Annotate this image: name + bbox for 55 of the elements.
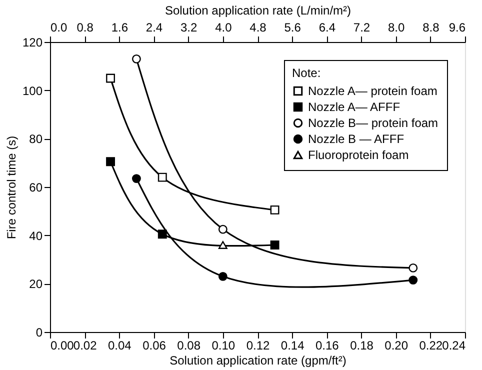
x-tick-label: 0.18: [350, 338, 374, 352]
x-tick-label: 0.14: [280, 338, 305, 352]
point: [106, 157, 115, 166]
point: [218, 224, 228, 234]
x2-tick-label: 6.4: [318, 20, 336, 34]
x2-tick-label: 1.6: [111, 20, 128, 34]
point: [106, 74, 115, 83]
point: [132, 174, 141, 184]
x-tick-label: 0.24: [442, 338, 466, 352]
x-tick-label: 0.08: [177, 338, 201, 352]
legend-label: Nozzle B — AFFF: [308, 132, 404, 146]
legend-label: Nozzle A— protein foam: [308, 84, 438, 98]
point: [408, 263, 418, 272]
legend-title: Note:: [292, 66, 321, 80]
x2-tick-label: 0.0: [50, 20, 68, 34]
x-tick-label: 0.20: [384, 338, 408, 352]
x2-tick-label: 4.8: [250, 20, 267, 34]
point: [270, 240, 280, 250]
y-tick-label: 20: [29, 277, 43, 292]
x2-tick-label: 8.0: [388, 20, 405, 34]
y-axis-title: Fire control time (s): [4, 136, 18, 240]
point: [218, 272, 228, 281]
x2-axis-title: Solution application rate (L/min/m²): [164, 4, 352, 18]
x-tick-label: 0.22: [419, 338, 443, 352]
x2-tick-label: 9.6: [448, 20, 466, 34]
point: [218, 241, 228, 249]
x2-tick-label: 4.0: [215, 20, 232, 34]
x-axis-title: Solution application rate (gpm/ft²): [170, 354, 346, 368]
x-tick-label: 0.12: [246, 338, 270, 352]
point: [270, 205, 280, 214]
x-tick-label: 0.02: [73, 338, 98, 352]
x-tick-label: 0.04: [108, 338, 132, 352]
legend-label: Fluoroprotein foam: [308, 148, 409, 162]
legend-label: Nozzle B— protein foam: [308, 116, 438, 130]
y-tick-label: 100: [22, 84, 43, 98]
x-tick-label: 0.16: [315, 338, 340, 352]
point: [408, 276, 418, 285]
x2-tick-label: 3.2: [180, 20, 198, 34]
y-tick-label: 0: [36, 326, 43, 340]
y-tick-label: 120: [22, 36, 43, 50]
y-tick-label: 80: [29, 132, 43, 146]
point: [132, 54, 141, 64]
x2-tick-label: 7.2: [353, 20, 370, 34]
x2-tick-label: 5.6: [284, 20, 302, 34]
y-tick-label: 40: [29, 228, 43, 243]
y-tick-label: 60: [29, 180, 43, 194]
point: [158, 172, 167, 182]
x2-tick-label: 2.4: [146, 20, 163, 34]
point: [158, 230, 167, 239]
x2-tick-label: 8.8: [422, 20, 440, 34]
x-tick-label: 0.00: [50, 338, 74, 352]
x-tick-label: 0.10: [212, 338, 236, 352]
legend-label: Nozzle A— AFFF: [308, 100, 400, 114]
x2-tick-label: 0.8: [76, 20, 94, 34]
x-tick-label: 0.06: [142, 338, 166, 352]
